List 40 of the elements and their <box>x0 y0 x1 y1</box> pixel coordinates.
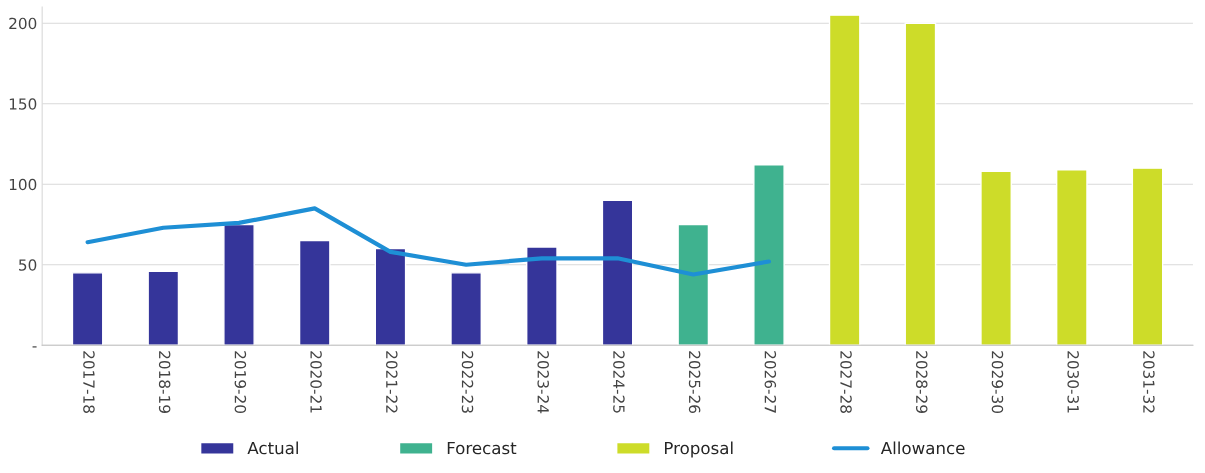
x-tick-label: 2031-32 <box>1143 351 1155 413</box>
bar <box>450 272 482 346</box>
bar <box>147 270 180 346</box>
bar <box>601 199 634 346</box>
x-tick-label: 2021-22 <box>386 351 398 413</box>
bar <box>980 170 1012 346</box>
x-tick-label: 2028-29 <box>915 351 928 413</box>
x-tick-label: 2017-18 <box>83 351 95 413</box>
bar <box>828 14 861 346</box>
bar <box>1055 169 1088 346</box>
x-tick-label: 2026-27 <box>764 351 777 413</box>
x-tick-label: 2018-19 <box>158 351 171 413</box>
bar <box>753 164 785 346</box>
x-tick-label: 2020-21 <box>310 351 322 413</box>
x-tick-label: 2025-26 <box>688 351 701 414</box>
x-tick-label: 2022-23 <box>461 351 474 413</box>
x-tick-label: 2024-25 <box>613 351 625 413</box>
bar <box>1131 167 1164 346</box>
bar <box>904 22 937 346</box>
x-tick-label: 2023-24 <box>537 351 549 414</box>
bar <box>223 223 255 346</box>
bar <box>71 272 104 346</box>
x-tick-label: 2027-28 <box>840 351 852 413</box>
x-tick-label: 2019-20 <box>234 351 247 413</box>
bar <box>374 247 407 346</box>
legend-label: Forecast <box>447 441 517 455</box>
bar <box>298 239 331 346</box>
x-tick-label: 2030-31 <box>1067 351 1079 413</box>
legend-label: Actual <box>247 441 298 455</box>
line-series <box>85 206 772 277</box>
legend-label: Allowance <box>880 441 965 455</box>
bar <box>677 223 710 346</box>
x-tick-label: 2029-30 <box>991 351 1004 413</box>
y-tick-label: 150 <box>9 98 37 110</box>
y-tick-label: - <box>32 346 37 348</box>
y-tick-label: 100 <box>9 178 37 191</box>
y-tick-label: 50 <box>19 259 37 271</box>
y-tick-label: 200 <box>9 17 37 30</box>
legend-label: Proposal <box>664 441 733 458</box>
bar <box>526 246 558 346</box>
